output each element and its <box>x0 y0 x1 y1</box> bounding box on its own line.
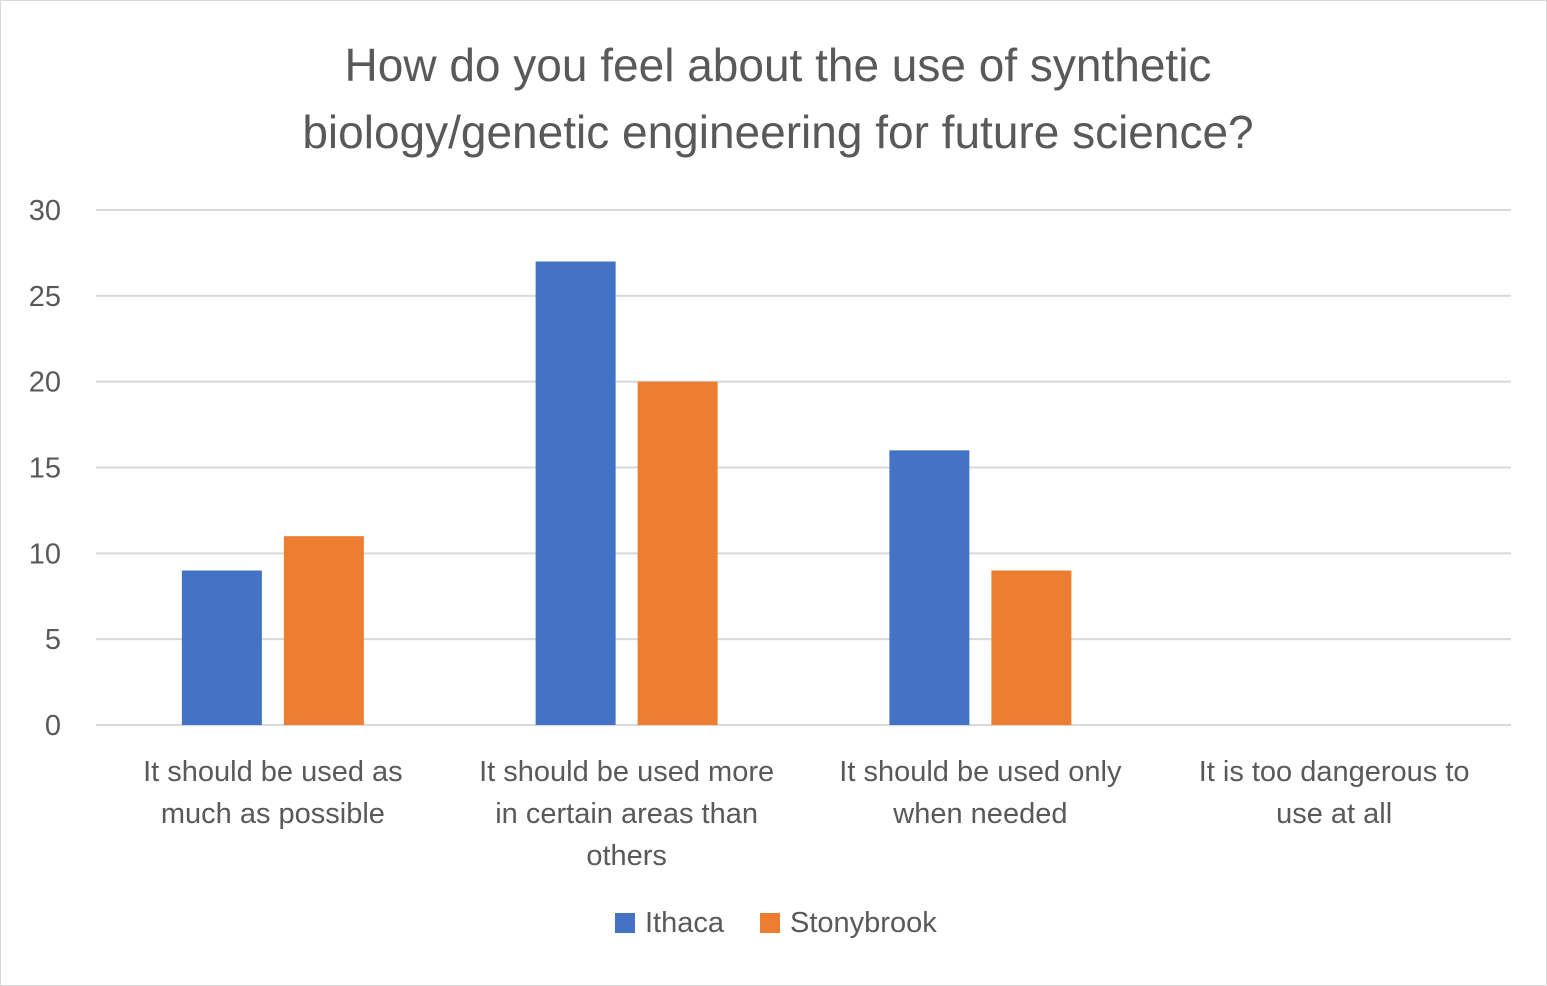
chart-title-line-2: biology/genetic engineering for future s… <box>302 106 1253 158</box>
legend-label-stonybrook: Stonybrook <box>790 907 937 939</box>
y-axis-ticks: 0 5 10 15 20 25 30 <box>29 195 61 742</box>
y-tick-label: 25 <box>29 281 61 313</box>
y-tick-label: 5 <box>45 624 61 656</box>
chart-title-line-1: How do you feel about the use of synthet… <box>345 39 1212 91</box>
x-axis-category-labels: It should be used as much as possible It s… <box>143 756 1469 872</box>
y-tick-label: 10 <box>29 538 61 570</box>
x-category-label: It should be used as <box>143 756 403 788</box>
y-tick-label: 20 <box>29 367 61 399</box>
legend-swatch-stonybrook <box>760 913 780 933</box>
bar-stonybrook-0 <box>283 536 364 725</box>
x-category-label: It should be used only <box>839 756 1122 788</box>
y-tick-label: 30 <box>29 195 61 227</box>
legend-label-ithaca: Ithaca <box>645 907 725 939</box>
x-category-label: It is too dangerous to <box>1199 756 1470 788</box>
bar-stonybrook-2 <box>991 570 1072 725</box>
bar-ithaca-0 <box>181 570 262 725</box>
x-category-label: when needed <box>892 798 1067 830</box>
bar-ithaca-1 <box>535 261 616 725</box>
bars <box>181 261 1072 725</box>
y-tick-label: 15 <box>29 453 61 485</box>
legend: Ithaca Stonybrook <box>615 907 937 939</box>
x-category-label: much as possible <box>161 798 385 830</box>
x-category-label: in certain areas than <box>495 798 758 830</box>
legend-swatch-ithaca <box>615 913 635 933</box>
x-category-label: others <box>586 840 667 872</box>
bar-ithaca-2 <box>889 450 970 725</box>
bar-stonybrook-1 <box>637 381 718 725</box>
y-tick-label: 0 <box>45 710 61 742</box>
x-category-label: It should be used more <box>479 756 774 788</box>
x-category-label: use at all <box>1276 798 1392 830</box>
